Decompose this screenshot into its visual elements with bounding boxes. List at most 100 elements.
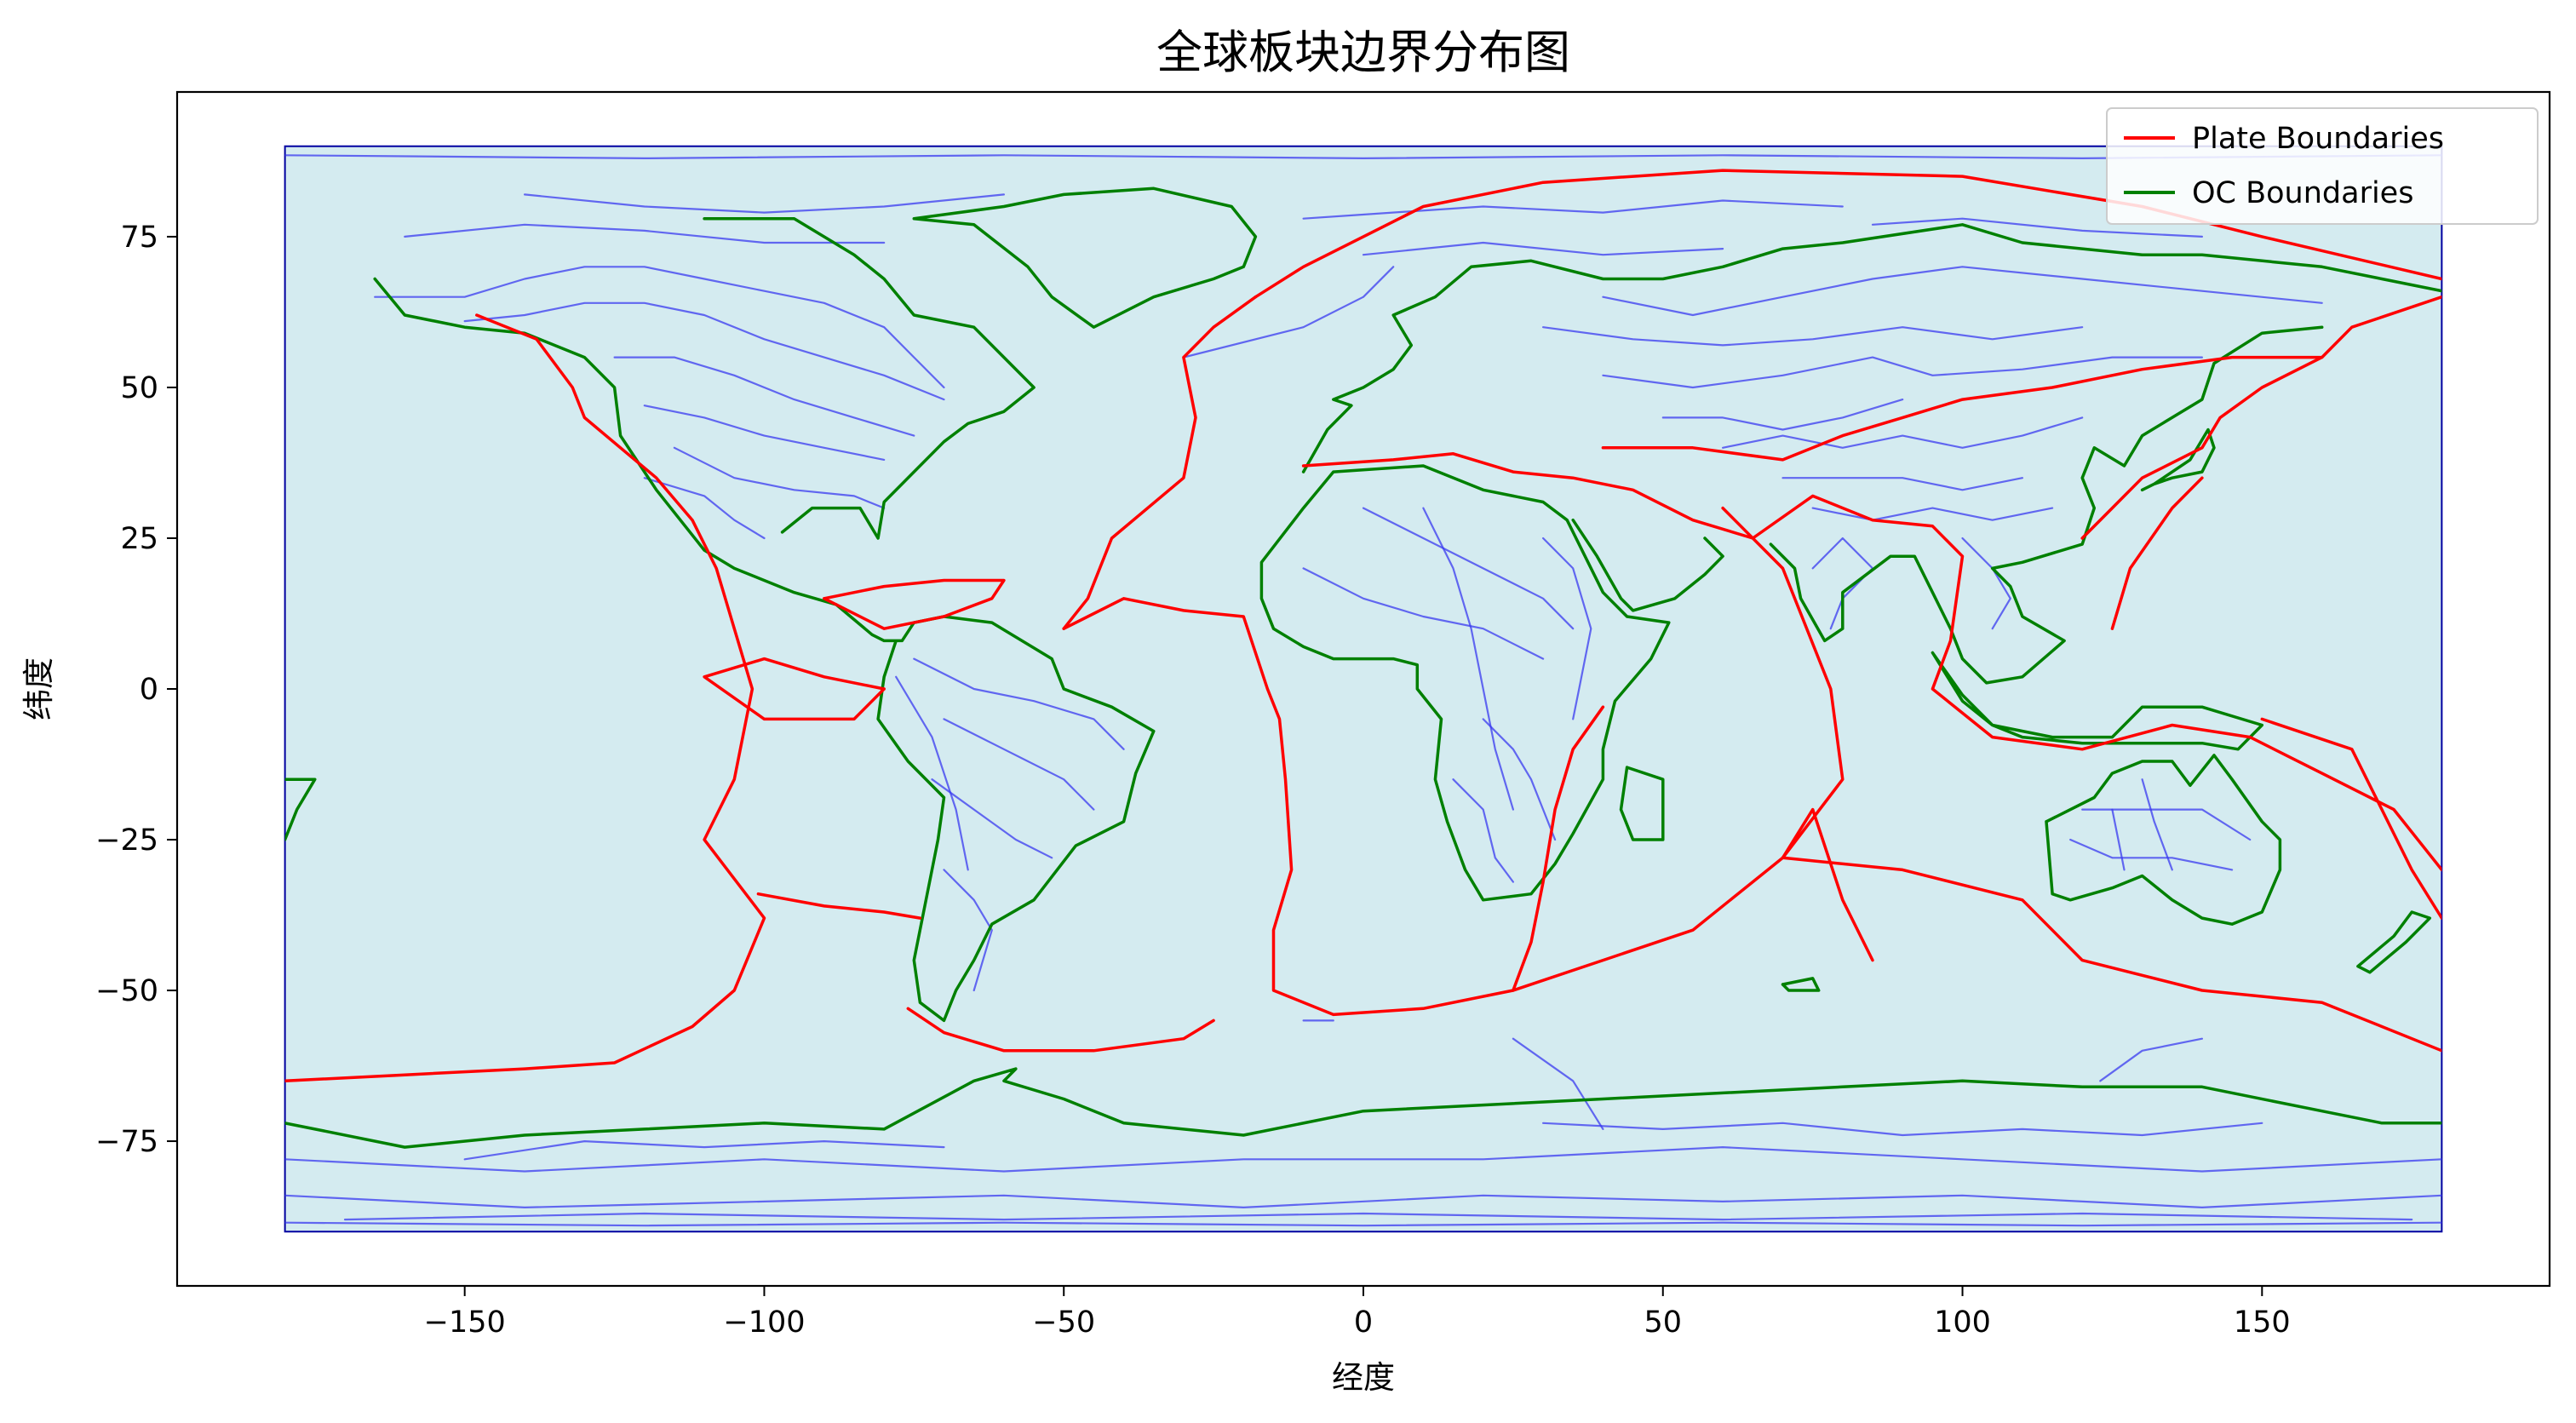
x-tick-label: −50 [1032,1305,1095,1340]
oc-boundaries-line [284,1067,2442,1149]
geology-boundary-line [1811,507,2054,521]
geology-boundary-line [404,223,886,244]
y-tick-label: 25 [120,522,158,556]
x-tick-label: 100 [1934,1305,1991,1340]
plate-boundaries-line [1062,295,1258,630]
plate-boundaries-line [1062,506,1845,1017]
oc-boundary-lines [284,186,2442,1149]
geology-boundary-line [463,301,945,401]
geology-boundary-line [284,154,2442,159]
x-tick-label: −150 [424,1305,506,1340]
geology-boundary-line [1542,536,1592,720]
geology-boundary-line [1961,536,2011,630]
geology-boundary-line [931,778,1053,859]
oc-boundaries-line [1571,518,1724,612]
geology-boundary-line [673,446,886,509]
y-tick-label: 50 [120,371,158,405]
geology-boundary-line [613,356,915,437]
plate-boundary-lines [284,169,2442,1083]
y-axis-ticks: 75 50 25 0 −25 −50 −75 [95,221,177,1159]
geology-boundary-line [284,1194,2442,1208]
legend-label-plate-boundaries: Plate Boundaries [2192,122,2444,156]
geology-boundary-line [2069,838,2234,871]
oc-boundaries-line [373,277,1156,1023]
plate-boundaries-line [1781,856,2442,1053]
legend-box [2106,107,2539,225]
x-axis-title: 经度 [1332,1359,1395,1396]
plate-boundaries-line [284,313,766,1083]
y-tick-label: −25 [95,823,158,858]
geology-boundary-line [1781,477,2023,491]
oc-boundaries-line [703,216,1036,540]
geology-boundary-line [284,1221,2442,1227]
oc-boundaries-line [2045,754,2282,926]
oc-boundaries-line [2140,427,2216,492]
geology-boundary-line [1542,326,2084,347]
geology-boundary-line [1871,217,2203,238]
geology-boundary-line [2141,778,2173,871]
geology-boundary-line [1482,718,1557,841]
geology-boundary-line [1362,241,1724,256]
geology-boundary-line [343,1212,2413,1221]
geology-boundary-line [643,477,766,540]
geology-boundary-line [1182,266,1395,359]
geology-boundary-line [1602,266,2323,317]
geology-boundary-line [374,266,945,389]
geology-boundary-line [1542,1122,2263,1137]
geology-boundary-line [1602,356,2203,389]
x-tick-label: 50 [1644,1305,1682,1340]
plate-boundaries-line [823,578,1006,630]
geology-boundary-line [463,1140,945,1161]
y-tick-label: −50 [95,974,158,1008]
plate-boundaries-line [1512,705,1605,992]
geology-boundary-line [1512,1037,1604,1130]
geology-boundary-line [643,405,886,461]
x-tick-label: 150 [2234,1305,2291,1340]
plate-boundaries-line [1601,295,2442,462]
plate-boundaries-line [2260,717,2442,920]
x-axis-ticks: −150 −100 −50 0 50 100 150 [424,1286,2291,1340]
geology-boundary-line [524,193,1005,214]
geology-boundary-line [284,1146,2442,1173]
geology-boundary-line [1302,567,1545,660]
geology-boundary-line [1661,399,1904,431]
x-tick-label: −100 [723,1305,805,1340]
geology-boundary-line [895,675,969,871]
oc-boundaries-line [912,186,1258,329]
oc-boundaries-line [1619,766,1665,841]
geology-boundary-line [943,718,1095,811]
plate-boundaries-line [756,892,922,920]
geology-boundary-line [943,869,993,992]
geology-boundary-line [2111,808,2126,871]
geology-boundary-line [1452,778,1514,883]
y-axis-title: 纬度 [20,657,57,720]
geology-boundary-line [913,657,1125,750]
oc-boundaries-line [1259,464,1671,902]
plate-boundaries-line [1781,807,1874,962]
geology-boundary-line [2099,1037,2203,1082]
oc-boundaries-line [1769,325,2324,685]
y-tick-label: 0 [140,673,158,707]
y-tick-label: 75 [120,221,158,255]
plate-boundaries-line [1301,452,2442,872]
plate-boundaries-line [906,1007,1215,1053]
geology-boundary-line [1722,416,2084,449]
geology-boundary-line [1362,507,1575,630]
oc-boundaries-line [1301,223,2442,473]
oc-boundaries-line [2356,910,2432,974]
plot-area [175,90,2551,1288]
legend-label-oc-boundaries: OC Boundaries [2192,176,2413,210]
x-tick-label: 0 [1354,1305,1373,1340]
plate-boundaries-line [2110,476,2204,630]
geology-boundary-line [1302,199,1844,220]
legend: Plate Boundaries OC Boundaries [2106,107,2539,225]
plate-boundaries-line [2080,355,2324,540]
y-tick-label: −75 [95,1125,158,1159]
oc-boundaries-line [284,777,317,841]
geology-boundary-line [1422,507,1514,811]
geology-boundary-lines [284,154,2442,1227]
chart-title: 全球板块边界分布图 [1156,26,1570,79]
plate-boundaries-line [703,657,886,721]
oc-boundaries-line [1781,977,1821,992]
